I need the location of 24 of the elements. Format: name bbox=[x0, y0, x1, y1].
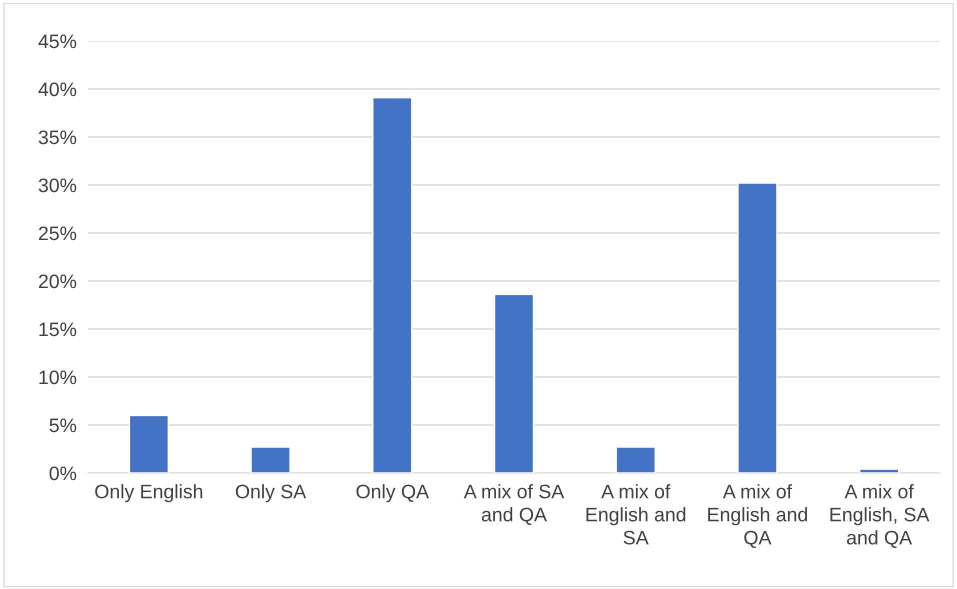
y-tick-label: 20% bbox=[38, 274, 76, 288]
x-tick-label: A mix of English and SA bbox=[586, 484, 686, 545]
bar bbox=[858, 468, 900, 473]
y-tick-label: 35% bbox=[38, 130, 76, 144]
bar bbox=[616, 446, 656, 473]
x-tick-label: Only SA bbox=[236, 484, 306, 502]
bar bbox=[250, 446, 291, 473]
y-tick-label: 30% bbox=[38, 178, 76, 192]
bar bbox=[372, 96, 412, 473]
y-tick-label: 5% bbox=[50, 418, 76, 432]
x-tick-label: A mix of SA and QA bbox=[464, 484, 564, 525]
x-tick-label: A mix of English, SA and QA bbox=[830, 484, 930, 548]
y-tick-label: 25% bbox=[38, 226, 76, 240]
x-tick-label: A mix of English and QA bbox=[708, 484, 807, 548]
bar bbox=[128, 414, 170, 473]
y-tick-label: 40% bbox=[38, 82, 76, 96]
x-tick-label: Only QA bbox=[356, 484, 429, 502]
y-tick-label: 0% bbox=[50, 466, 76, 480]
bar bbox=[494, 294, 534, 473]
y-tick-label: 45% bbox=[38, 34, 76, 48]
bar bbox=[737, 182, 778, 473]
y-tick-label: 10% bbox=[39, 370, 76, 384]
y-tick-label: 15% bbox=[39, 322, 76, 336]
x-tick-label: Only English bbox=[95, 484, 202, 502]
